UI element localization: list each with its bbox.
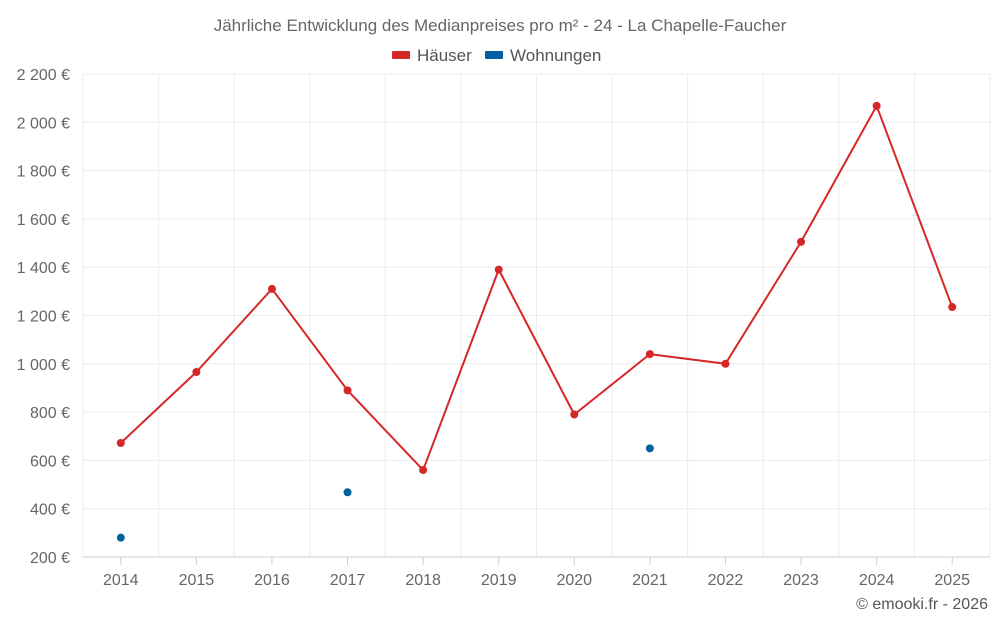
x-tick-label: 2018 bbox=[405, 572, 441, 589]
y-tick-label: 1 200 € bbox=[17, 309, 70, 326]
data-point-haeuser[interactable] bbox=[192, 368, 201, 377]
y-tick-label: 2 000 € bbox=[17, 115, 70, 132]
data-point-haeuser[interactable] bbox=[797, 237, 806, 246]
x-tick-label: 2015 bbox=[179, 572, 215, 589]
x-tick-label: 2019 bbox=[481, 572, 517, 589]
legend-swatch-haeuser bbox=[392, 51, 410, 59]
x-tick-label: 2023 bbox=[783, 572, 819, 589]
data-point-wohnungen[interactable] bbox=[343, 488, 352, 497]
data-point-haeuser[interactable] bbox=[419, 466, 428, 475]
data-point-haeuser[interactable] bbox=[645, 350, 654, 359]
data-point-wohnungen[interactable] bbox=[645, 444, 654, 453]
data-point-haeuser[interactable] bbox=[267, 284, 276, 293]
series-line-haeuser bbox=[120, 103, 954, 472]
grid bbox=[82, 73, 991, 557]
legend-label-haeuser[interactable]: Häuser bbox=[417, 46, 472, 65]
data-point-haeuser[interactable] bbox=[116, 439, 125, 448]
data-point-haeuser[interactable] bbox=[721, 359, 730, 368]
legend: Häuser Wohnungen bbox=[392, 46, 601, 65]
y-tick-label: 1 000 € bbox=[17, 357, 70, 374]
x-tick-label: 2024 bbox=[859, 572, 895, 589]
x-tick-label: 2025 bbox=[934, 572, 970, 589]
y-tick-label: 1 800 € bbox=[17, 164, 70, 181]
x-tick-label: 2020 bbox=[556, 572, 592, 589]
data-point-haeuser[interactable] bbox=[343, 386, 352, 395]
y-tick-label: 600 € bbox=[30, 453, 70, 470]
x-tick-label: 2014 bbox=[103, 572, 139, 589]
y-tick-label: 2 200 € bbox=[17, 67, 70, 84]
data-point-haeuser[interactable] bbox=[570, 410, 579, 419]
credit-text: © emooki.fr - 2026 bbox=[856, 596, 988, 613]
axes: 200 € 400 € 600 € 800 € 1 000 € 1 200 € 1 400 … bbox=[17, 67, 990, 589]
x-tick-label: 2022 bbox=[708, 572, 744, 589]
chart-title: Jährliche Entwicklung des Medianpreises … bbox=[214, 16, 787, 35]
series-layer bbox=[116, 101, 957, 542]
data-point-haeuser[interactable] bbox=[948, 303, 957, 312]
data-point-haeuser[interactable] bbox=[494, 265, 503, 274]
x-tick-label: 2016 bbox=[254, 572, 290, 589]
y-tick-label: 1 600 € bbox=[17, 212, 70, 229]
x-tick-label: 2017 bbox=[330, 572, 366, 589]
data-point-haeuser[interactable] bbox=[872, 101, 881, 110]
legend-label-wohnungen[interactable]: Wohnungen bbox=[510, 46, 601, 65]
legend-swatch-wohnungen bbox=[485, 51, 503, 59]
data-point-wohnungen[interactable] bbox=[116, 533, 125, 542]
y-tick-label: 1 400 € bbox=[17, 260, 70, 277]
y-tick-label: 800 € bbox=[30, 405, 70, 422]
y-tick-label: 400 € bbox=[30, 502, 70, 519]
x-tick-label: 2021 bbox=[632, 572, 668, 589]
y-tick-label: 200 € bbox=[30, 550, 70, 567]
